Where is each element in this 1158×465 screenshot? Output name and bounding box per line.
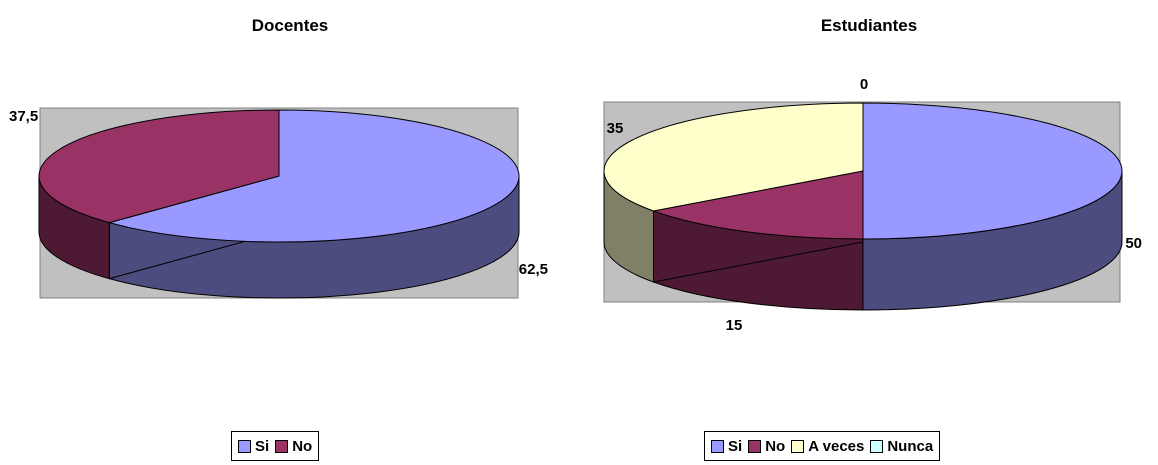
pie-chart-estudiantes: 50 15 35 0 [603,76,1142,334]
legend-item-nunca: Nunca [870,438,933,455]
legend-label: A veces [808,437,865,455]
legend-item-no: No [275,438,312,455]
slice-a-veces [603,102,864,212]
pie-top-group [38,109,520,243]
legend-label: No [292,437,313,455]
chart-docentes: Docentes 62,5 37,5 Si No [9,16,548,461]
legend-swatch [870,439,884,453]
legend-label: Nunca [887,437,934,455]
legend-swatch [275,439,289,453]
legend-item-si: Si [711,438,742,455]
legend-swatch [711,439,724,453]
chart-estudiantes: Estudiantes 50 15 35 0 Si No A veces Nunca [580,0,1158,465]
legend-item-no: No [748,438,785,455]
data-label-no: 37,5 [9,108,38,125]
pie-chart-docentes: 62,5 37,5 [9,107,548,299]
data-label-si: 62,5 [519,261,548,278]
legend: Si No A veces Nunca [704,431,941,461]
data-label-si: 50 [1125,235,1142,252]
chart-title: Docentes [251,16,329,35]
legend-swatch [238,439,251,453]
data-label-a-veces: 35 [607,120,624,137]
legend-swatch [748,439,762,453]
legend-label: Si [255,437,270,455]
legend-label: No [765,437,786,455]
data-label-no: 15 [726,317,743,334]
chart-title: Estudiantes [820,16,918,35]
legend-swatch [791,439,805,453]
legend: Si No [231,431,320,461]
slice-si [862,102,1123,240]
slice-no [651,170,864,240]
slice-si [107,109,520,243]
legend-label: Si [728,437,743,455]
slice-no [38,109,280,224]
data-label-nunca: 0 [860,76,868,93]
pie-top-group [603,102,1123,240]
legend-item-si: Si [238,438,269,455]
legend-item-a-veces: A veces [791,438,864,455]
